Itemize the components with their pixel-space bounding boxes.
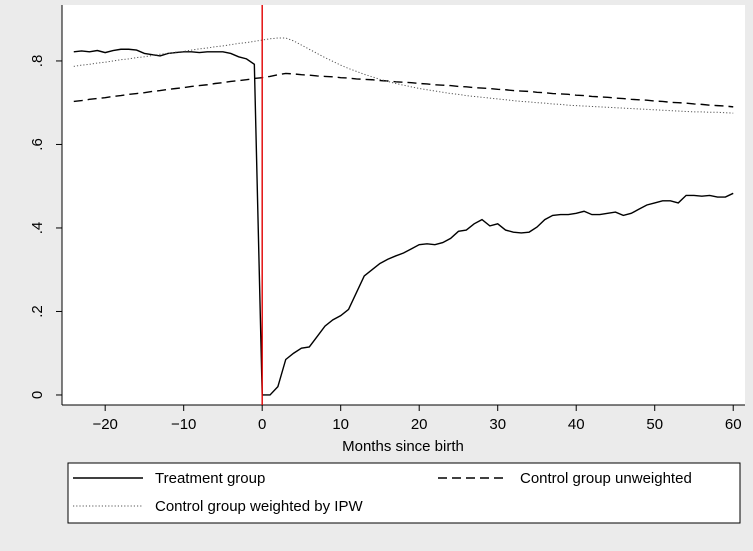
y-tick-label: .2	[29, 305, 46, 318]
legend-label: Control group unweighted	[520, 470, 692, 487]
x-tick-label: −10	[171, 416, 196, 433]
x-axis-title: Months since birth	[342, 438, 464, 455]
x-tick-label: −20	[92, 416, 117, 433]
y-tick-label: 0	[29, 391, 46, 399]
legend-label: Treatment group	[155, 470, 265, 487]
x-tick-label: 50	[646, 416, 663, 433]
legend-label: Control group weighted by IPW	[155, 498, 363, 515]
series-line	[73, 72, 734, 108]
x-tick-label: 10	[332, 416, 349, 433]
series-line	[73, 48, 734, 396]
legend	[67, 462, 741, 524]
x-tick-label: 0	[258, 416, 266, 433]
x-tick-label: 40	[568, 416, 585, 433]
x-tick-label: 60	[725, 416, 742, 433]
y-tick-label: .6	[29, 138, 46, 151]
y-tick-label: .4	[29, 222, 46, 235]
x-tick-label: 30	[489, 416, 506, 433]
x-tick-label: 20	[411, 416, 428, 433]
plot-area	[62, 5, 745, 405]
y-tick-label: .8	[29, 55, 46, 68]
